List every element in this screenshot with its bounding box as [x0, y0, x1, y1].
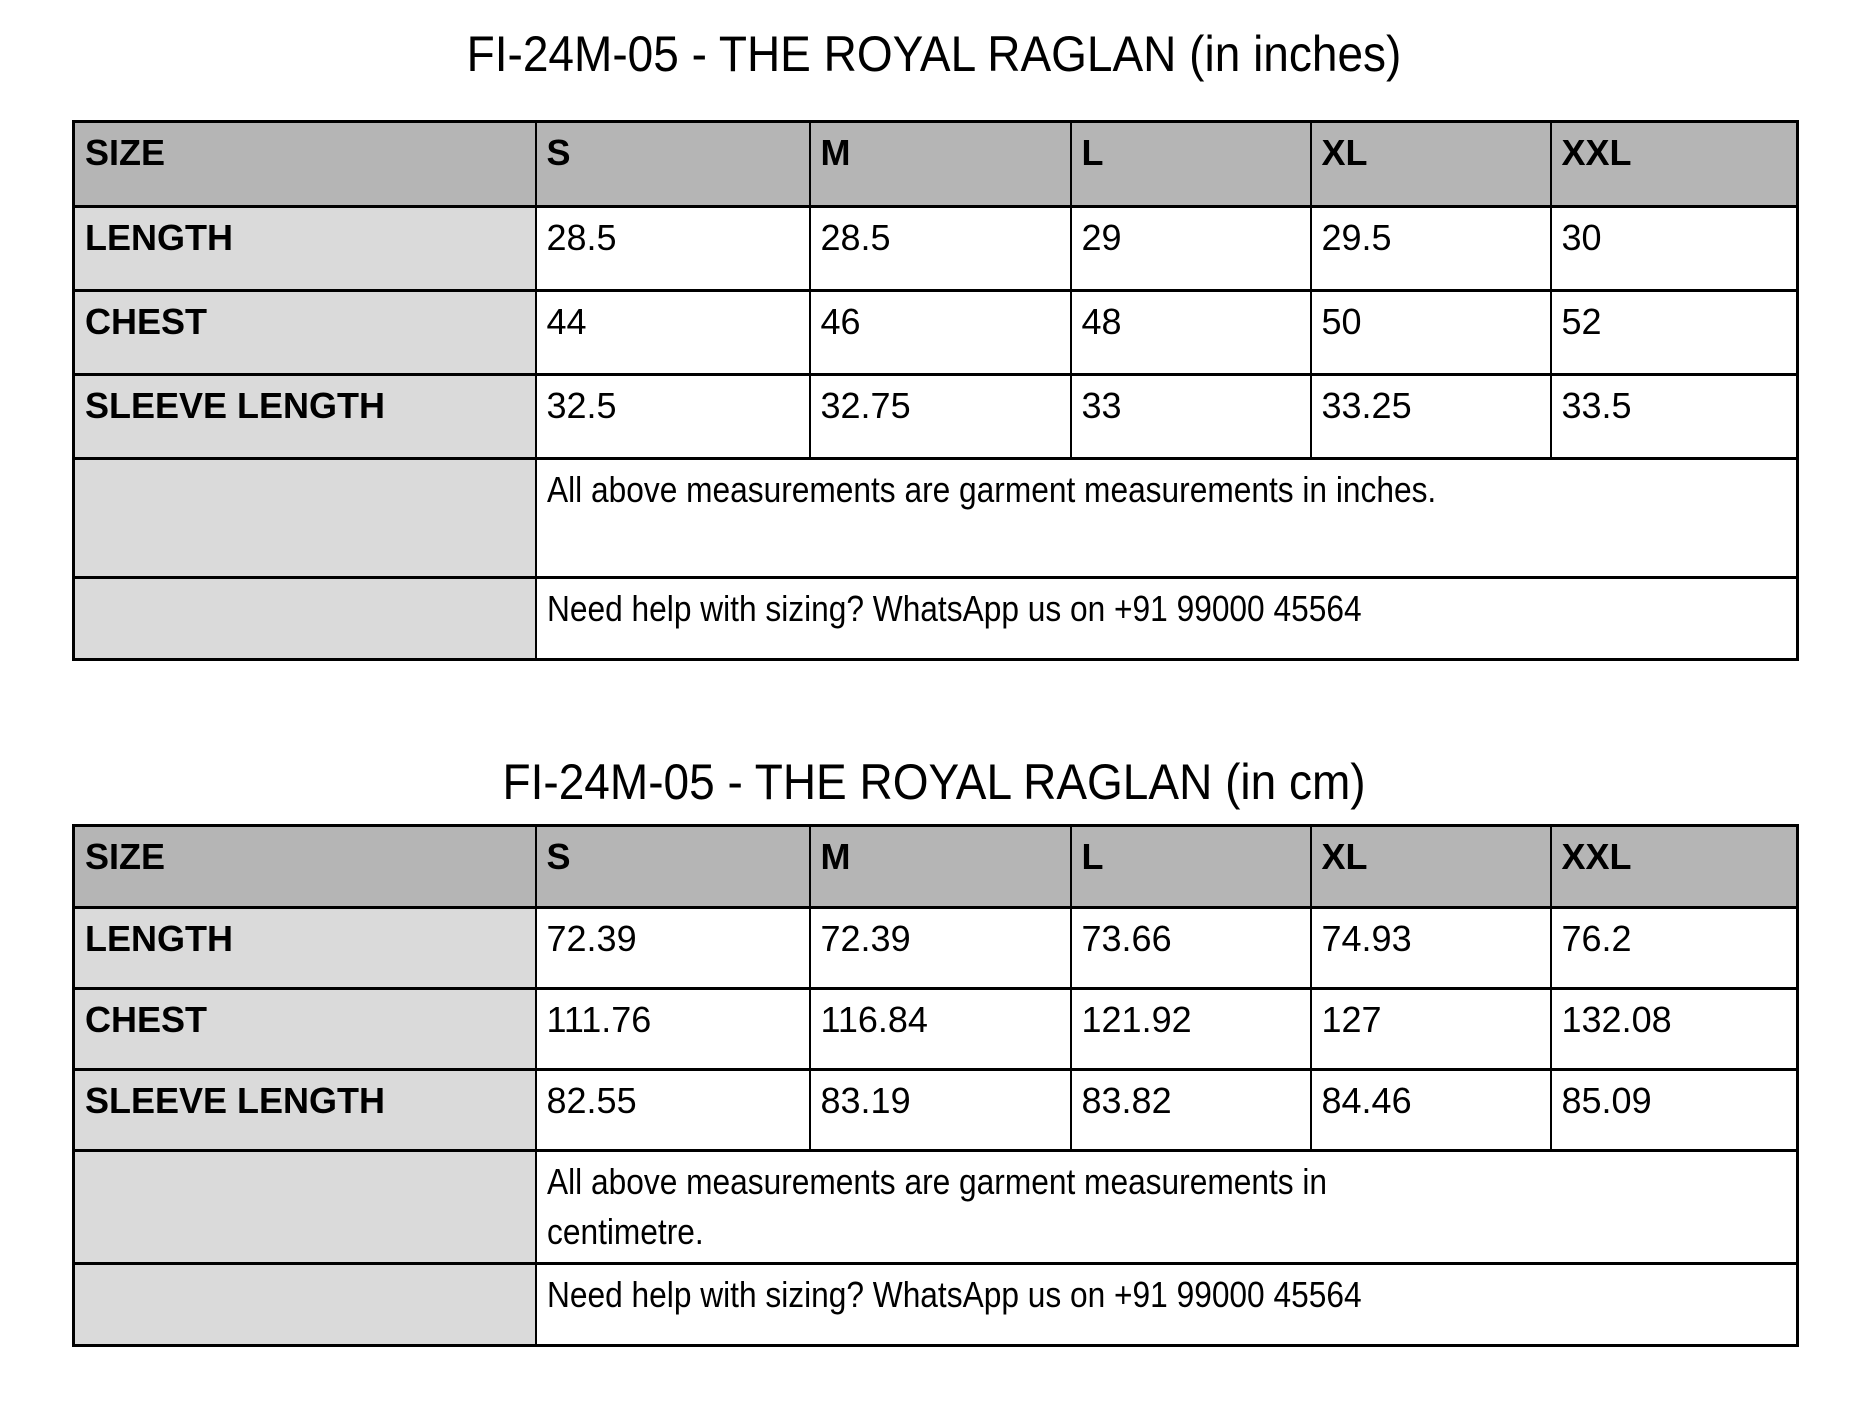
header-row: SIZE S M L XL XXL [72, 120, 1799, 208]
note-cell: All above measurements are garment measu… [534, 457, 1799, 579]
column-header-s: S [534, 120, 811, 208]
measurement-value: 84.46 [1309, 1068, 1552, 1152]
measurement-value: 83.19 [808, 1068, 1072, 1152]
empty-cell [72, 576, 537, 661]
note-text-unit: All above measurements are garment measu… [546, 1161, 1327, 1252]
note-text-whatsapp: Need help with sizing? WhatsApp us on +9… [546, 1274, 1362, 1315]
measurement-value: 121.92 [1069, 987, 1312, 1071]
column-header-xl: XL [1309, 824, 1552, 909]
size-chart-cm-section: FI-24M-05 - THE ROYAL RAGLAN (in cm) SIZ… [72, 661, 1799, 1347]
measurement-value: 72.39 [534, 906, 811, 990]
note-cell: All above measurements are garment measu… [534, 1149, 1799, 1265]
measurement-value: 116.84 [808, 987, 1072, 1071]
row-label-length: LENGTH [72, 906, 537, 990]
empty-cell [72, 457, 537, 579]
table-row-chest: CHEST 111.76 116.84 121.92 127 132.08 [72, 987, 1799, 1071]
note-row-measurement-unit: All above measurements are garment measu… [72, 457, 1799, 579]
measurement-value: 32.75 [808, 373, 1072, 460]
column-header-xl: XL [1309, 120, 1552, 208]
table-title-inches-text: FI-24M-05 - THE ROYAL RAGLAN (in inches) [466, 26, 1402, 82]
size-chart-inches-section: FI-24M-05 - THE ROYAL RAGLAN (in inches)… [72, 0, 1799, 661]
table-row-length: LENGTH 72.39 72.39 73.66 74.93 76.2 [72, 906, 1799, 990]
column-header-s: S [534, 824, 811, 909]
row-label-length: LENGTH [72, 205, 537, 292]
measurement-value: 33.5 [1549, 373, 1799, 460]
measurement-value: 46 [808, 289, 1072, 376]
column-header-m: M [808, 824, 1072, 909]
row-label-sleeve-length: SLEEVE LENGTH [72, 373, 537, 460]
column-header-xxl: XXL [1549, 824, 1799, 909]
column-header-l: L [1069, 824, 1312, 909]
size-table-cm: SIZE S M L XL XXL LENGTH 72.39 72.39 73.… [72, 824, 1799, 1347]
size-chart-content: FI-24M-05 - THE ROYAL RAGLAN (in inches)… [72, 0, 1799, 1347]
measurement-value: 28.5 [534, 205, 811, 292]
note-cell: Need help with sizing? WhatsApp us on +9… [534, 576, 1799, 661]
measurement-value: 74.93 [1309, 906, 1552, 990]
table-title-inches: FI-24M-05 - THE ROYAL RAGLAN (in inches) [72, 0, 1796, 80]
size-table-inches: SIZE S M L XL XXL LENGTH 28.5 28.5 29 29… [72, 120, 1799, 661]
measurement-value: 30 [1549, 205, 1799, 292]
measurement-value: 33 [1069, 373, 1312, 460]
note-row-sizing-help: Need help with sizing? WhatsApp us on +9… [72, 1262, 1799, 1347]
measurement-value: 82.55 [534, 1068, 811, 1152]
row-label-sleeve-length: SLEEVE LENGTH [72, 1068, 537, 1152]
row-label-chest: CHEST [72, 987, 537, 1071]
table-title-cm: FI-24M-05 - THE ROYAL RAGLAN (in cm) [72, 661, 1796, 808]
column-header-m: M [808, 120, 1072, 208]
measurement-value: 111.76 [534, 987, 811, 1071]
measurement-value: 73.66 [1069, 906, 1312, 990]
measurement-value: 85.09 [1549, 1068, 1799, 1152]
measurement-value: 28.5 [808, 205, 1072, 292]
measurement-value: 132.08 [1549, 987, 1799, 1071]
table-title-cm-text: FI-24M-05 - THE ROYAL RAGLAN (in cm) [502, 754, 1366, 810]
note-text-unit: All above measurements are garment measu… [546, 469, 1436, 510]
measurement-value: 83.82 [1069, 1068, 1312, 1152]
measurement-value: 33.25 [1309, 373, 1552, 460]
measurement-value: 52 [1549, 289, 1799, 376]
measurement-value: 32.5 [534, 373, 811, 460]
column-header-size: SIZE [72, 120, 537, 208]
table-row-length: LENGTH 28.5 28.5 29 29.5 30 [72, 205, 1799, 292]
note-text-whatsapp: Need help with sizing? WhatsApp us on +9… [546, 588, 1362, 629]
empty-cell [72, 1262, 537, 1347]
table-row-chest: CHEST 44 46 48 50 52 [72, 289, 1799, 376]
column-header-l: L [1069, 120, 1312, 208]
column-header-size: SIZE [72, 824, 537, 909]
table-row-sleeve-length: SLEEVE LENGTH 82.55 83.19 83.82 84.46 85… [72, 1068, 1799, 1152]
measurement-value: 48 [1069, 289, 1312, 376]
measurement-value: 44 [534, 289, 811, 376]
measurement-value: 50 [1309, 289, 1552, 376]
note-cell: Need help with sizing? WhatsApp us on +9… [534, 1262, 1799, 1347]
measurement-value: 127 [1309, 987, 1552, 1071]
note-row-measurement-unit: All above measurements are garment measu… [72, 1149, 1799, 1265]
empty-cell [72, 1149, 537, 1265]
header-row: SIZE S M L XL XXL [72, 824, 1799, 909]
measurement-value: 72.39 [808, 906, 1072, 990]
row-label-chest: CHEST [72, 289, 537, 376]
measurement-value: 29 [1069, 205, 1312, 292]
measurement-value: 76.2 [1549, 906, 1799, 990]
table-row-sleeve-length: SLEEVE LENGTH 32.5 32.75 33 33.25 33.5 [72, 373, 1799, 460]
measurement-value: 29.5 [1309, 205, 1552, 292]
column-header-xxl: XXL [1549, 120, 1799, 208]
note-row-sizing-help: Need help with sizing? WhatsApp us on +9… [72, 576, 1799, 661]
